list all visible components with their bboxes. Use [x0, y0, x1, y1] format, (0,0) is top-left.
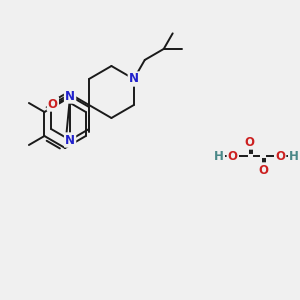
Text: O: O — [244, 136, 254, 148]
Text: O: O — [259, 164, 269, 176]
Text: O: O — [228, 149, 238, 163]
Text: N: N — [65, 89, 75, 103]
Text: N: N — [129, 73, 139, 85]
Text: O: O — [48, 98, 58, 110]
Text: H: H — [214, 149, 224, 163]
Text: N: N — [65, 134, 75, 146]
Text: O: O — [275, 149, 285, 163]
Text: H: H — [289, 149, 299, 163]
